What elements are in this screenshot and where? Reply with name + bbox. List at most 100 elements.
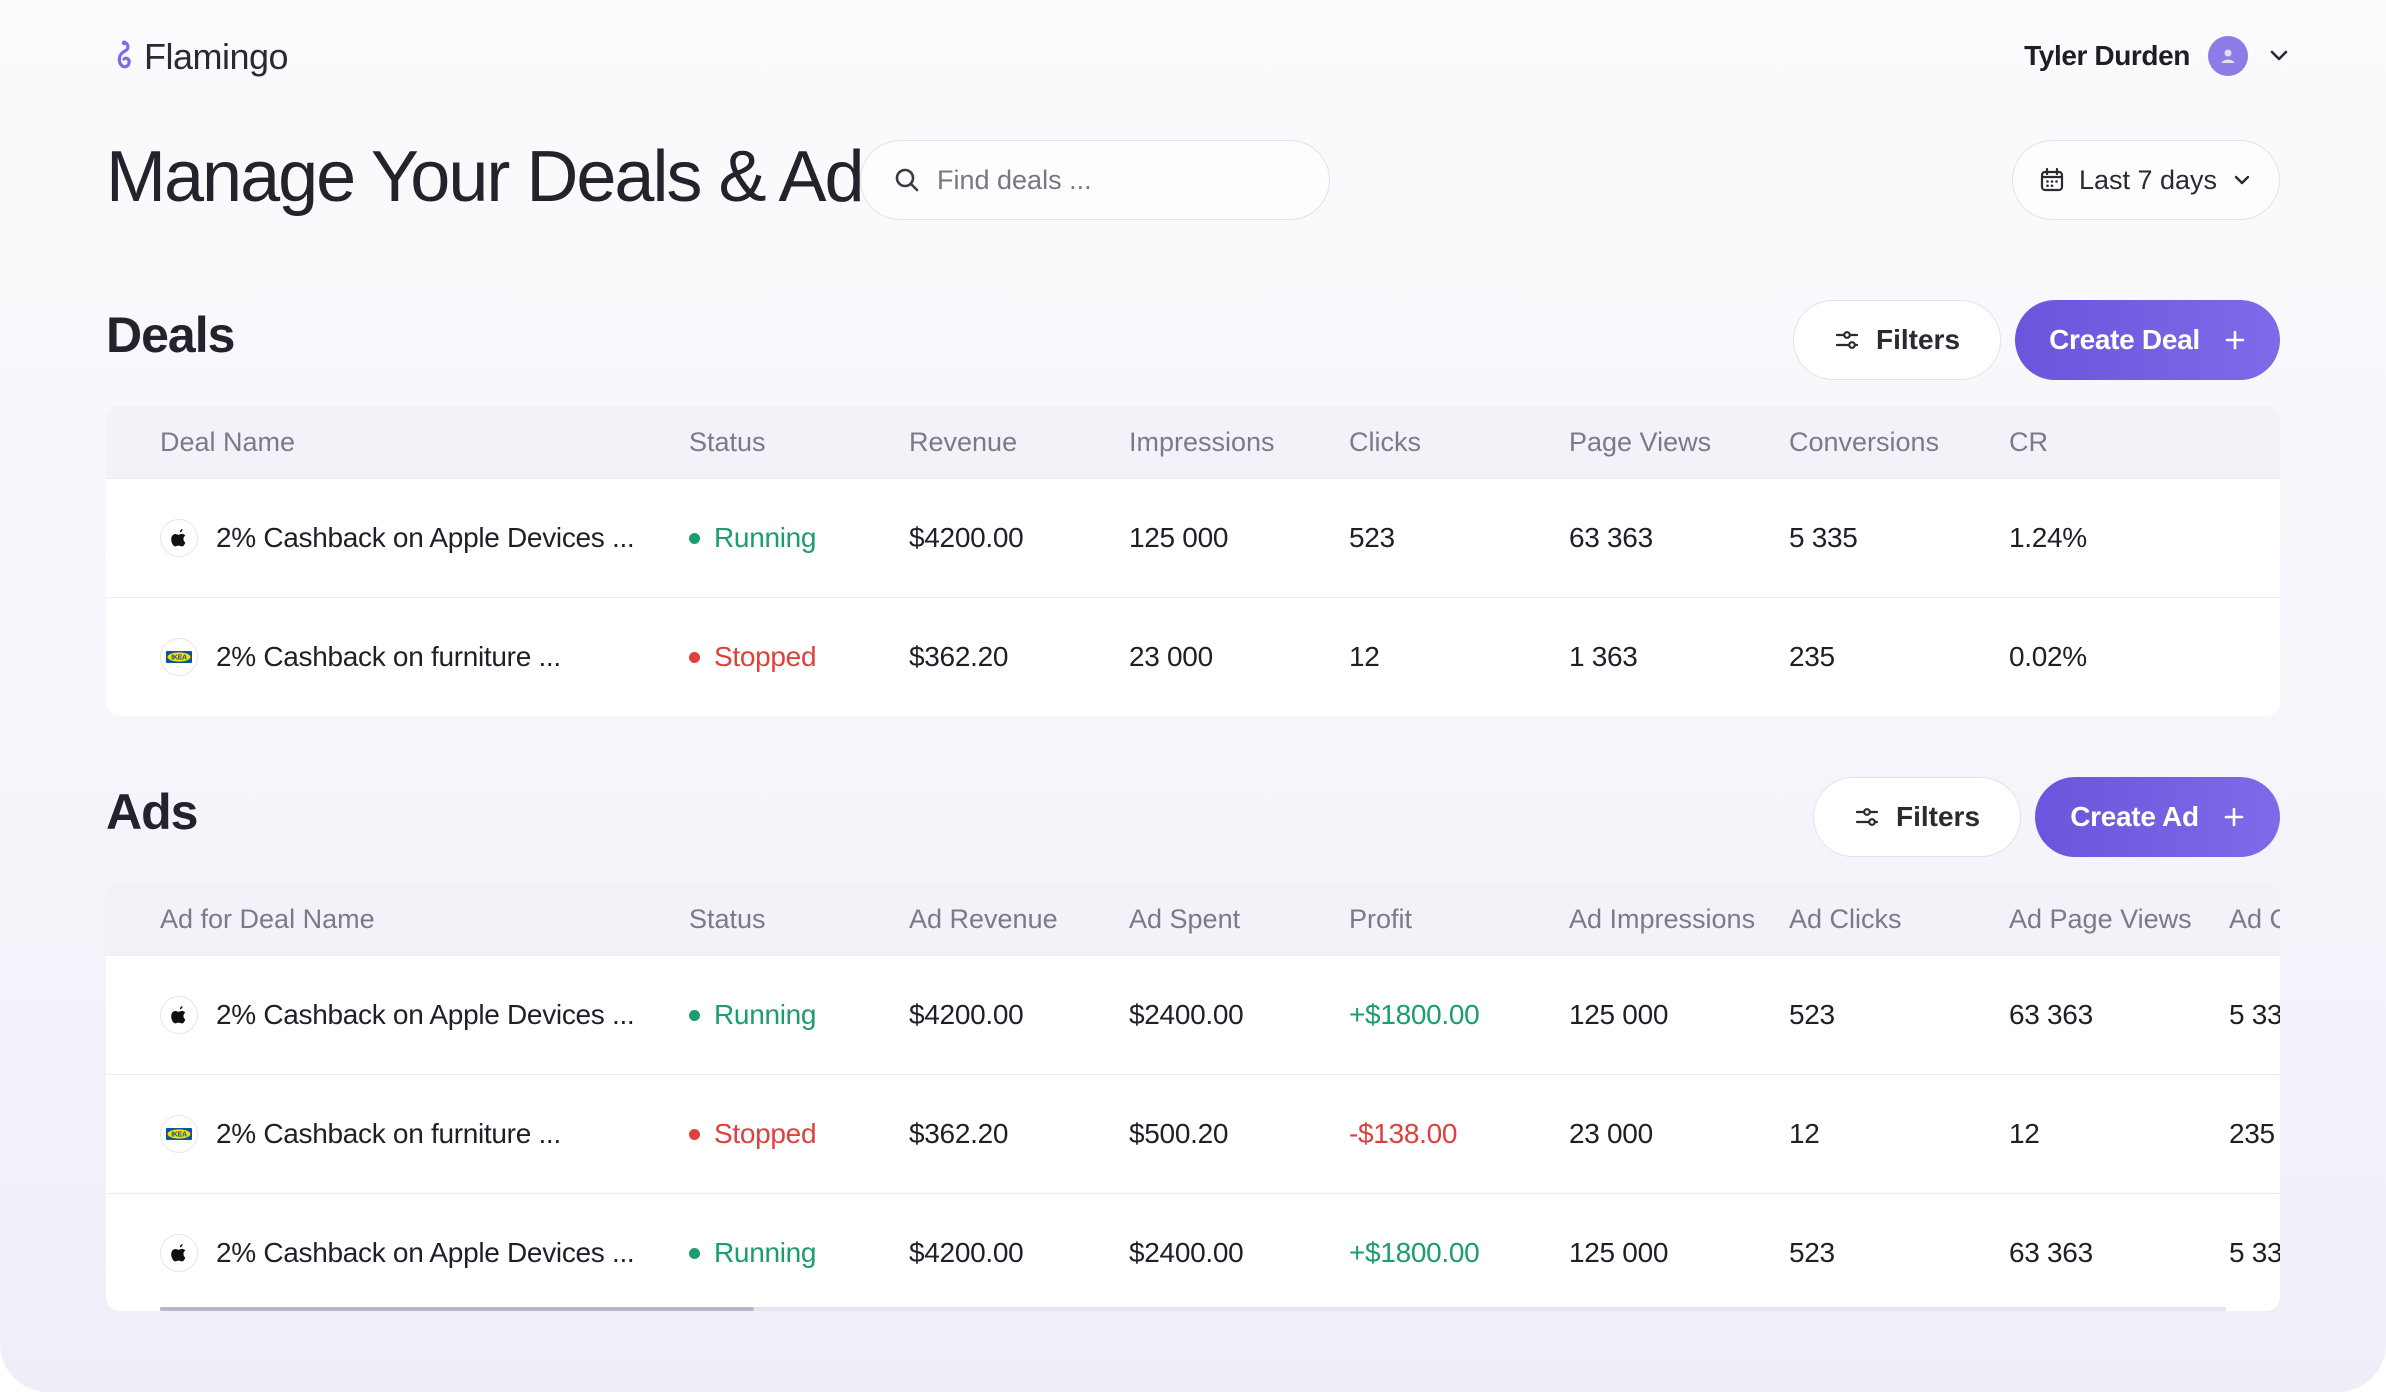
profit-cell: -$138.00 [1349,1118,1458,1149]
revenue-cell: $362.20 [909,641,1009,672]
user-menu[interactable]: Tyler Durden [2024,36,2292,76]
logo[interactable]: Flamingo [112,36,289,78]
svg-text:IKEA: IKEA [171,1131,187,1138]
ad-name: 2% Cashback on Apple Devices ... [216,999,635,1030]
page-title: Manage Your Deals & Ads [106,137,899,217]
ad-name-cell[interactable]: 2% Cashback on Apple Devices ... [160,996,635,1034]
clicks-cell: 12 [1349,641,1380,672]
column-header[interactable]: Ad Clicks [1789,903,1902,934]
ad-name-cell[interactable]: 2% Cashback on Apple Devices ... [160,1234,635,1272]
page-views-cell: 63 363 [1569,522,1653,553]
status-dot [689,651,700,663]
column-header[interactable]: Clicks [1349,426,1421,457]
plus-icon [2225,330,2245,350]
table-row[interactable]: 2% Cashback on Apple Devices ... Running… [106,955,2280,1074]
ads-table: Ad for Deal Name Status Ad Revenue Ad Sp… [106,883,2280,1311]
create-ad-button[interactable]: Create Ad [2035,777,2280,857]
column-header[interactable]: Conversions [1789,426,1940,457]
date-range-button[interactable]: Last 7 days [2012,140,2280,220]
status-badge: Stopped [689,641,817,673]
date-range-label: Last 7 days [2078,164,2218,195]
status-label: Stopped [714,641,817,672]
ads-filters-button[interactable]: Filters [1813,777,2021,857]
status-dot [689,1247,700,1259]
conversions-cell: 5 335 [1789,522,1858,553]
horizontal-scrollbar[interactable] [160,1307,2226,1311]
column-header[interactable]: Ad for Deal Name [160,903,375,934]
ad-name: 2% Cashback on Apple Devices ... [216,1237,635,1268]
status-label: Stopped [714,1118,817,1149]
column-header[interactable]: Ad Impressions [1569,903,1756,934]
search-icon [895,168,919,192]
table-row[interactable]: IKEA 2% Cashback on furniture ... Stoppe… [106,597,2280,716]
ad-impressions-cell: 23 000 [1569,1118,1653,1149]
chevron-down-icon[interactable] [2266,43,2292,69]
ad-clicks-cell: 523 [1789,1237,1835,1268]
flamingo-logo-icon [117,40,131,69]
ad-spent-cell: $500.20 [1129,1118,1229,1149]
ads-table-header: Ad for Deal Name Status Ad Revenue Ad Sp… [106,883,2280,955]
status-badge: Stopped [689,1118,817,1150]
status-label: Running [714,522,817,553]
column-header[interactable]: Profit [1349,903,1413,934]
impressions-cell: 125 000 [1129,522,1229,553]
column-header[interactable]: Ad Spent [1129,903,1241,934]
ad-spent-cell: $2400.00 [1129,1237,1244,1268]
user-name: Tyler Durden [2024,40,2190,71]
avatar[interactable] [2208,36,2248,76]
create-ad-label: Create Ad [2070,801,2199,832]
ad-conversions-cell: 5 33 [2229,999,2280,1030]
column-header[interactable]: Deal Name [160,426,296,457]
column-header[interactable]: Status [689,903,766,934]
table-row[interactable]: 2% Cashback on Apple Devices ... Running… [106,478,2280,597]
column-header[interactable]: Revenue [909,426,1018,457]
status-label: Running [714,1237,817,1268]
deal-name: 2% Cashback on Apple Devices ... [216,522,635,553]
deals-table: Deal Name Status Revenue Impressions Cli… [106,406,2280,716]
ad-clicks-cell: 12 [1789,1118,1820,1149]
ikea-logo-icon: IKEA [160,1115,198,1153]
ad-spent-cell: $2400.00 [1129,999,1244,1030]
deals-filters-button[interactable]: Filters [1793,300,2001,380]
column-header[interactable]: Ad Revenue [909,903,1058,934]
deals-filters-label: Filters [1875,324,1961,355]
ad-clicks-cell: 523 [1789,999,1835,1030]
column-header[interactable]: Status [689,426,766,457]
scrollbar-thumb[interactable] [160,1307,754,1311]
ad-conversions-cell: 5 33 [2229,1237,2280,1268]
cr-cell: 0.02% [2009,641,2087,672]
column-header[interactable]: Ad C [2229,903,2280,934]
ad-revenue-cell: $4200.00 [909,999,1024,1030]
apple-logo-icon [160,1234,198,1272]
filters-icon [1835,331,1859,349]
revenue-cell: $4200.00 [909,522,1024,553]
ad-revenue-cell: $4200.00 [909,1237,1024,1268]
column-header[interactable]: Ad Page Views [2009,903,2192,934]
deals-title: Deals [106,307,235,363]
column-header[interactable]: CR [2009,426,2048,457]
apple-logo-icon [160,996,198,1034]
column-header[interactable]: Impressions [1129,426,1275,457]
search-input[interactable] [937,164,1297,196]
ad-name-cell[interactable]: IKEA 2% Cashback on furniture ... [160,1115,561,1153]
search-box[interactable] [860,140,1330,220]
profit-cell: +$1800.00 [1349,999,1480,1030]
status-badge: Running [689,522,817,554]
conversions-cell: 235 [1789,641,1835,672]
chevron-down-icon [2234,175,2250,185]
calendar-icon [2040,167,2064,192]
logo-text: Flamingo [144,36,289,77]
create-deal-button[interactable]: Create Deal [2015,300,2280,380]
deal-name-cell[interactable]: 2% Cashback on Apple Devices ... [160,519,635,557]
page-views-cell: 1 363 [1569,641,1638,672]
user-icon [2221,49,2235,63]
ikea-logo-icon: IKEA [160,638,198,676]
cr-cell: 1.24% [2009,522,2087,553]
column-header[interactable]: Page Views [1569,426,1712,457]
deals-table-header: Deal Name Status Revenue Impressions Cli… [106,406,2280,478]
table-row[interactable]: 2% Cashback on Apple Devices ... Running… [106,1193,2280,1311]
table-row[interactable]: IKEA 2% Cashback on furniture ... Stoppe… [106,1074,2280,1193]
deal-name-cell[interactable]: IKEA 2% Cashback on furniture ... [160,638,561,676]
svg-text:IKEA: IKEA [171,654,187,661]
ads-title: Ads [106,784,198,840]
